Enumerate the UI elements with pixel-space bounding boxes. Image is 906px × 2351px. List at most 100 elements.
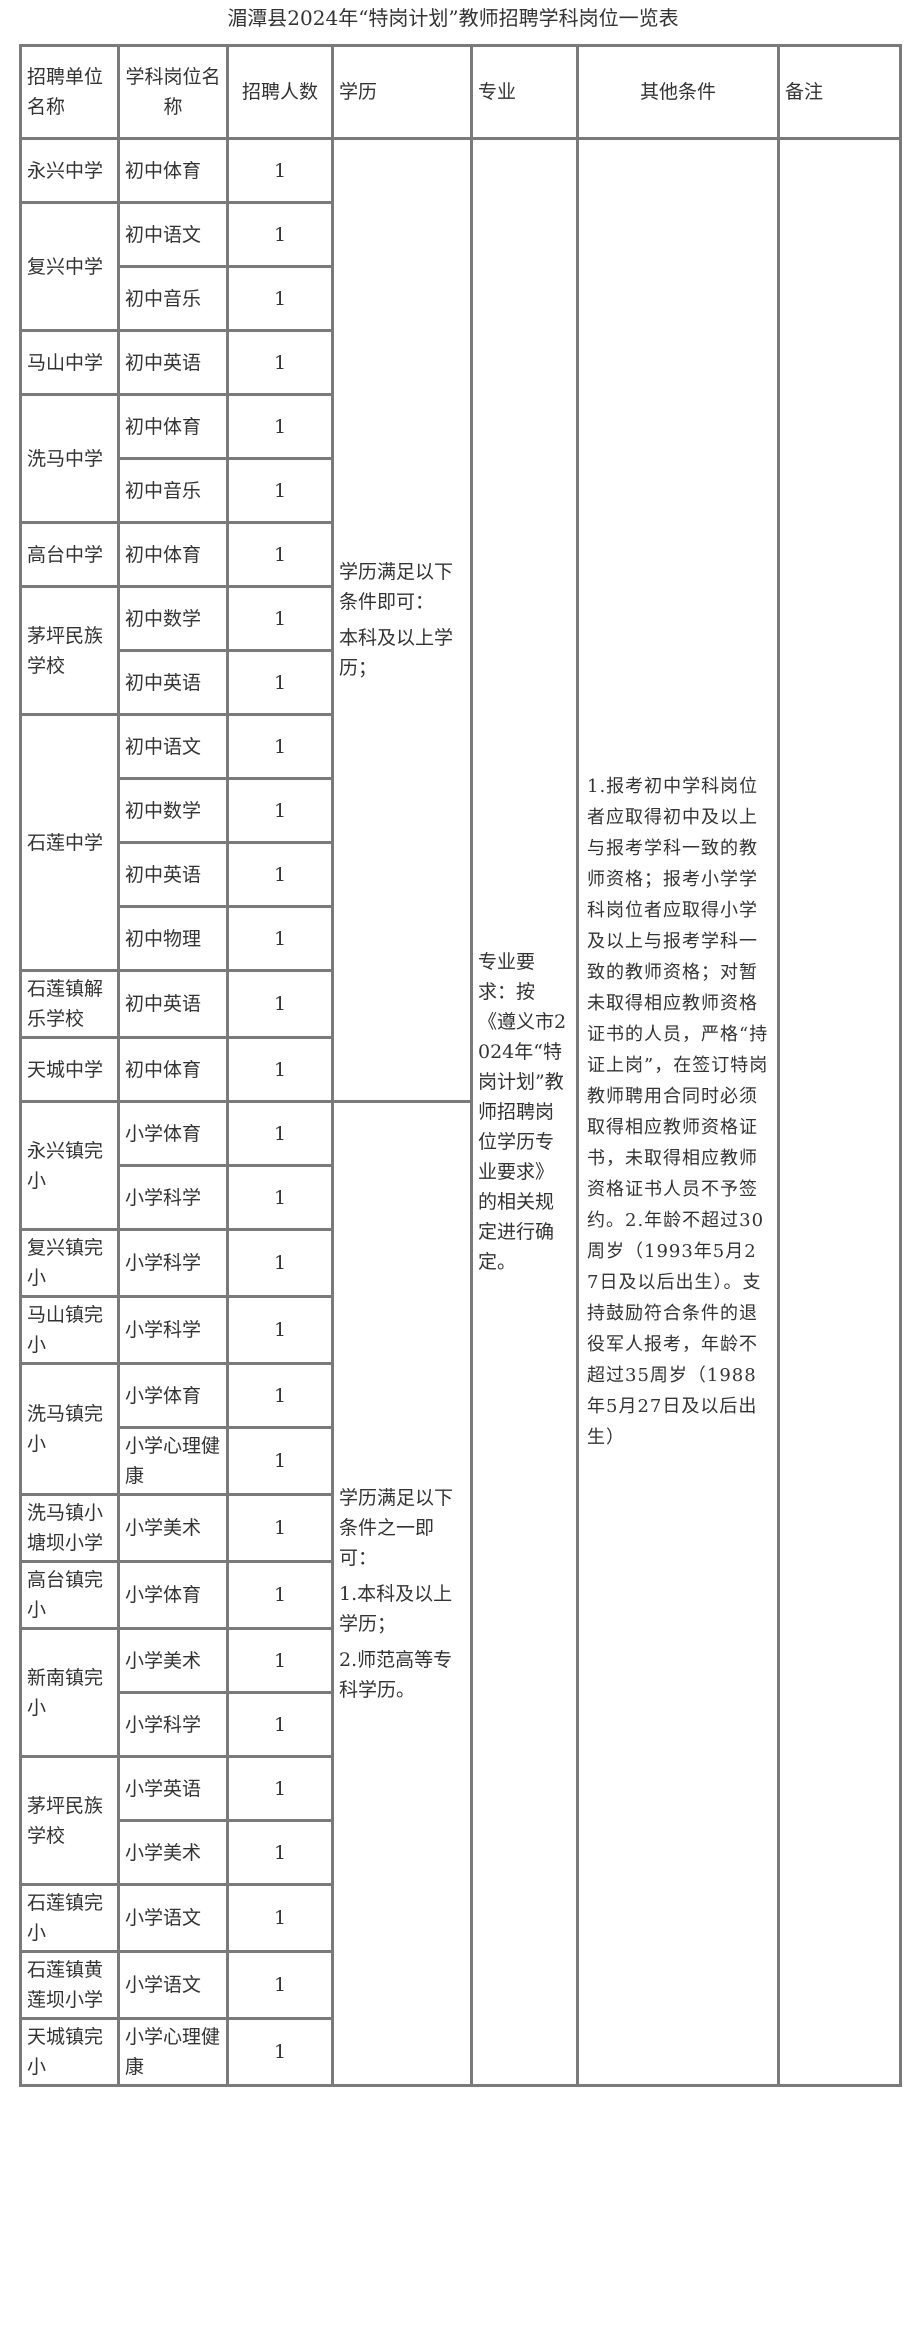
unit-name-cell: 石莲镇解乐学校 [19,969,120,1039]
table-row: 马山镇完小 小学科学 1 [19,1295,901,1365]
education-cell: 学历满足以下条件即可： 本科及以上学历； [331,137,473,1103]
subject-cell: 小学体育 [117,1560,229,1630]
header-other: 其他条件 [576,44,780,140]
subject-cell: 小学体育 [117,1100,229,1167]
header-subject: 学科岗位名称 [117,44,229,140]
unit-name-cell: 马山镇完小 [19,1295,120,1365]
count-cell: 1 [226,201,334,268]
subject-cell: 初中语文 [117,201,229,268]
count-cell: 1 [226,521,334,588]
count-cell: 1 [226,265,334,332]
education-line: 2.师范高等专科学历。 [339,1648,453,1701]
table-row: 复兴中学 初中语文 1 [19,201,901,332]
table-row: 石莲中学 初中语文 1 [19,713,901,972]
count-cell: 1 [226,1362,334,1429]
unit-name-cell: 复兴中学 [19,201,120,332]
unit-name-cell: 天城镇完小 [19,2017,120,2087]
count-cell: 1 [226,1627,334,1694]
unit-name-cell: 茅坪民族学校 [19,1755,120,1886]
subject-cell: 初中英语 [117,649,229,716]
table-body: 永兴中学 初中体育 1 学历满足以下条件即可： 本科及以上学历； 专业要求：按《遵义市20… [19,137,902,2087]
subject-cell: 小学语文 [117,1883,229,1953]
table-row: 永兴中学 初中体育 1 学历满足以下条件即可： 本科及以上学历； 专业要求：按《遵义市20… [19,137,902,2087]
subject-cell: 初中英语 [117,969,229,1039]
recruitment-table: 招聘单位名称 学科岗位名称 招聘人数 学历 专业 其他条件 备注 永兴中学 初中体… [19,44,902,2087]
subject-cell: 初中数学 [117,585,229,652]
table-row: 洗马镇小塘坝小学 小学美术 1 [19,1493,901,1563]
subject-cell: 小学美术 [117,1493,229,1563]
table-row: 石莲镇完小 小学语文 1 [19,1883,901,1953]
table-row: 小学美术 1 [21,1819,901,1886]
table-row: 小学心理健康 1 [21,1426,901,1496]
header-education: 学历 [331,44,473,140]
table-row: 初中英语 1 [21,841,901,908]
subject-cell: 初中音乐 [117,265,229,332]
count-cell: 1 [226,1228,334,1298]
education-line: 1.本科及以上学历； [339,1582,453,1635]
header-major: 专业 [470,44,579,140]
table-row: 初中英语 1 [21,649,901,716]
subject-cell: 初中音乐 [117,457,229,524]
unit-name-cell: 复兴镇完小 [19,1228,120,1298]
subject-cell: 小学科学 [117,1691,229,1758]
subject-cell: 小学科学 [117,1228,229,1298]
count-cell: 1 [226,1883,334,1953]
subject-cell: 初中语文 [117,713,229,780]
page-title: 湄潭县2024年“特岗计划”教师招聘学科岗位一览表 [227,6,679,30]
table-row: 新南镇完小 小学美术 1 [19,1627,901,1758]
table-row: 小学科学 1 [21,1164,901,1231]
header-count: 招聘人数 [226,44,334,140]
count-cell: 1 [226,1691,334,1758]
count-cell: 1 [226,969,334,1039]
count-cell: 1 [226,713,334,780]
subject-cell: 小学语文 [117,1950,229,2020]
remarks-cell [777,137,902,2087]
table-row: 初中音乐 1 [21,265,901,332]
table-row: 洗马镇完小 小学体育 1 [19,1362,901,1496]
count-cell: 1 [226,649,334,716]
subject-cell: 小学体育 [117,1362,229,1429]
table-row: 初中数学 1 [21,777,901,844]
subject-cell: 小学科学 [117,1295,229,1365]
table-row: 初中音乐 1 [21,457,901,524]
subject-cell: 初中体育 [117,393,229,460]
header-unit: 招聘单位名称 [19,44,120,140]
table-row: 永兴镇完小 小学体育 1 学历满足以下条件之一即可： 1.本科及以上学历； 2.师范高等专… [19,1100,901,2087]
count-cell: 1 [226,1036,334,1103]
table-row: 高台镇完小 小学体育 1 [19,1560,901,1630]
table-row: 马山中学 初中英语 1 [19,329,901,396]
subject-cell: 初中体育 [117,521,229,588]
subject-cell: 初中体育 [117,137,229,204]
unit-name-cell: 洗马镇完小 [19,1362,120,1496]
count-cell: 1 [226,137,334,204]
count-cell: 1 [226,2017,334,2087]
count-cell: 1 [226,1164,334,1231]
unit-name-cell: 永兴镇完小 [19,1100,120,1231]
subject-cell: 小学英语 [117,1755,229,1822]
table-row: 天城镇完小 小学心理健康 1 [19,2017,901,2087]
unit-name-cell: 石莲中学 [19,713,120,972]
unit-name-cell: 洗马镇小塘坝小学 [19,1493,120,1563]
table-row: 茅坪民族学校 小学英语 1 [19,1755,901,1886]
subject-cell: 小学美术 [117,1627,229,1694]
education-line: 学历满足以下条件即可： [339,561,454,613]
table-row: 石莲镇黄莲坝小学 小学语文 1 [19,1950,901,2020]
count-cell: 1 [226,777,334,844]
other-conditions-cell: 1.报考初中学科岗位者应取得初中及以上与报考学科一致的教师资格；报考小学学科岗位… [576,137,780,2087]
count-cell: 1 [226,1819,334,1886]
subject-cell: 小学心理健康 [117,2017,229,2087]
table-row: 茅坪民族学校 初中数学 1 [19,585,901,716]
unit-name-cell: 石莲镇完小 [19,1883,120,1953]
count-cell: 1 [226,1493,334,1563]
count-cell: 1 [226,329,334,396]
header-remarks: 备注 [777,44,902,140]
table-row: 高台中学 初中体育 1 [19,521,901,588]
count-cell: 1 [226,1100,334,1167]
count-cell: 1 [226,841,334,908]
header-row: 招聘单位名称 学科岗位名称 招聘人数 学历 专业 其他条件 备注 [19,44,902,140]
subject-cell: 小学美术 [117,1819,229,1886]
subject-cell: 初中英语 [117,841,229,908]
subject-cell: 初中体育 [117,1036,229,1103]
unit-name-cell: 石莲镇黄莲坝小学 [19,1950,120,2020]
unit-name-cell: 茅坪民族学校 [19,585,120,716]
